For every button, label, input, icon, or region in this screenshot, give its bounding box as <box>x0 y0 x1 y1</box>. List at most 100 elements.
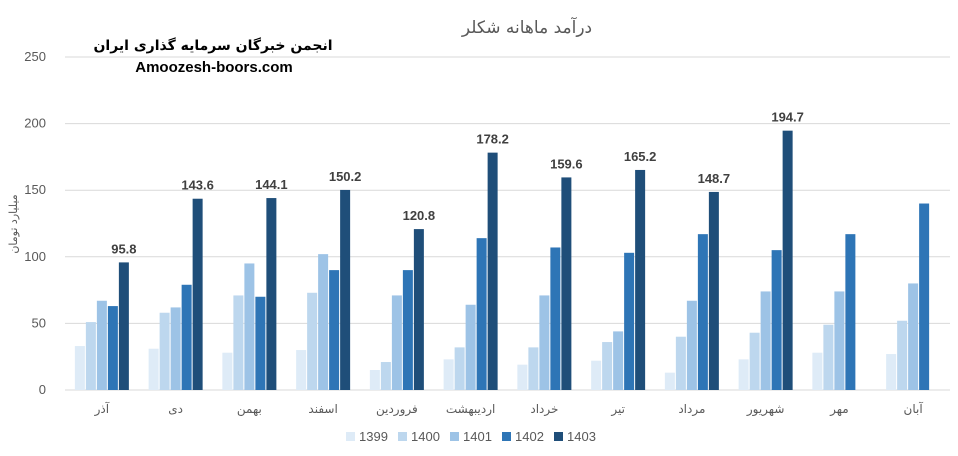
legend-label: 1403 <box>567 429 596 444</box>
bar-1399 <box>74 346 85 390</box>
x-category-label: فروردین <box>376 402 418 417</box>
legend-swatch-1403 <box>554 432 563 441</box>
bar-1399 <box>296 350 307 390</box>
bar-1399 <box>886 354 897 390</box>
bar-1400 <box>85 322 96 390</box>
bar-1402 <box>181 284 192 390</box>
bar-1403 <box>118 262 129 390</box>
x-category-label: اردیبهشت <box>446 402 495 417</box>
bar-1399 <box>664 372 675 390</box>
bar-1401 <box>539 295 550 390</box>
x-axis-categories: آذر دی بهمن اسفند فروردین اردیبهشت خرداد تیر مرد… <box>94 401 924 417</box>
data-label: 148.7 <box>698 171 731 186</box>
bar-1403 <box>782 130 793 390</box>
y-tick-label: 250 <box>24 49 46 64</box>
watermark-org-name: انجمن خبرگان سرمایه گذاری ایران <box>93 37 332 54</box>
bar-1400 <box>749 332 760 390</box>
bar-1402 <box>919 203 930 390</box>
y-tick-label: 100 <box>24 249 46 264</box>
bar-1402 <box>402 270 413 390</box>
y-tick-label: 0 <box>39 382 46 397</box>
bar-1399 <box>148 348 159 390</box>
y-tick-label: 200 <box>24 116 46 131</box>
bar-1402 <box>107 306 118 390</box>
bar-1399 <box>738 359 749 390</box>
bar-1402 <box>476 238 487 390</box>
bar-1400 <box>454 347 465 390</box>
bar-1399 <box>517 364 528 390</box>
bar-1401 <box>318 254 329 390</box>
legend-swatch-1399 <box>346 432 355 441</box>
x-category-label: شهریور <box>746 402 785 417</box>
x-category-label: دی <box>168 402 183 416</box>
bar-1400 <box>159 312 170 390</box>
bar-1399 <box>443 359 454 390</box>
bar-1399 <box>812 352 823 390</box>
bar-1402 <box>550 247 561 390</box>
legend-label: 1401 <box>463 429 492 444</box>
x-category-label: آذر <box>94 401 110 417</box>
data-label: 143.6 <box>181 178 214 193</box>
bar-1401 <box>908 283 919 390</box>
data-label: 144.1 <box>255 177 288 192</box>
y-tick-label: 50 <box>32 315 46 330</box>
data-label: 178.2 <box>476 132 509 147</box>
data-label: 95.8 <box>111 241 136 256</box>
bar-1402 <box>845 234 856 390</box>
bar-1403 <box>708 191 719 390</box>
x-category-label: اسفند <box>308 402 337 416</box>
bar-1402 <box>329 270 340 390</box>
legend-swatch-1401 <box>450 432 459 441</box>
x-category-label: خرداد <box>530 402 558 417</box>
bar-1403 <box>266 198 277 390</box>
bar-1400 <box>675 336 686 390</box>
data-labels: 95.8 143.6 144.1 150.2 120.8 178.2 159.6 165.2 1… <box>111 110 804 257</box>
data-label: 159.6 <box>550 156 583 171</box>
bar-1401 <box>613 331 624 390</box>
bar-1403 <box>192 198 203 390</box>
bar-1400 <box>528 347 539 390</box>
bar-1401 <box>244 263 255 390</box>
bar-1400 <box>897 320 908 390</box>
bar-1399 <box>591 360 602 390</box>
bar-1401 <box>834 291 845 390</box>
bar-1402 <box>255 296 266 390</box>
legend-swatch-1402 <box>502 432 511 441</box>
bar-1403 <box>487 152 498 390</box>
y-axis-ticks: 0 50 100 150 200 250 <box>24 49 46 397</box>
legend-label: 1400 <box>411 429 440 444</box>
legend-label: 1402 <box>515 429 544 444</box>
bar-1400 <box>380 362 391 390</box>
bar-1399 <box>222 352 233 390</box>
bar-1403 <box>340 189 351 390</box>
bar-1402 <box>697 234 708 390</box>
bar-1400 <box>307 292 318 390</box>
data-label: 165.2 <box>624 149 657 164</box>
bar-1402 <box>624 252 635 390</box>
bar-1401 <box>170 307 181 390</box>
bar-1400 <box>823 324 834 390</box>
bar-1399 <box>369 370 380 390</box>
data-label: 120.8 <box>403 208 436 223</box>
bar-1401 <box>760 291 771 390</box>
data-label: 194.7 <box>771 110 804 125</box>
x-category-label: بهمن <box>237 402 262 417</box>
bars <box>74 130 930 390</box>
data-label: 150.2 <box>329 169 362 184</box>
chart-title: درآمد ماهانه شکلر <box>461 16 592 38</box>
y-axis-label: میلیارد تومان <box>7 194 20 253</box>
x-category-label: مرداد <box>678 402 705 417</box>
bar-1401 <box>96 300 107 390</box>
bar-1401 <box>686 300 697 390</box>
x-category-label: مهر <box>829 402 849 417</box>
legend-label: 1399 <box>359 429 388 444</box>
bar-1401 <box>465 304 476 390</box>
bar-1403 <box>413 229 424 390</box>
bar-1402 <box>771 250 782 390</box>
watermark-website: Amoozesh-boors.com <box>135 59 293 76</box>
x-category-label: تیر <box>610 402 625 417</box>
gridlines <box>65 56 950 391</box>
y-tick-label: 150 <box>24 182 46 197</box>
legend-swatch-1400 <box>398 432 407 441</box>
